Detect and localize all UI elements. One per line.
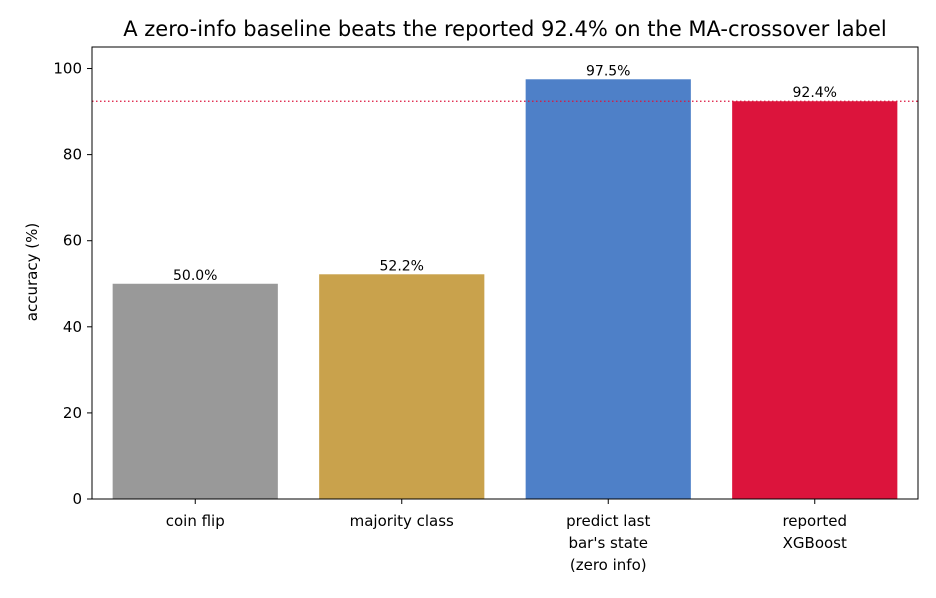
- bar: [112, 283, 278, 499]
- plot-area: 50.0% coin flip 52.2% majority class 97.5% pr…: [53, 46, 919, 574]
- x-tick-label: reported: [782, 512, 847, 530]
- chart-title: A zero-info baseline beats the reported …: [123, 17, 887, 41]
- data-label: 52.2%: [380, 258, 424, 274]
- data-label: 50.0%: [173, 268, 217, 284]
- x-tick-label: bar's state: [568, 534, 648, 552]
- data-label: 97.5%: [586, 63, 630, 79]
- bar: [732, 101, 898, 500]
- y-tick-label: 100: [53, 60, 82, 78]
- y-axis-label: accuracy (%): [23, 223, 41, 321]
- y-tick-label: 0: [72, 490, 82, 508]
- data-label: 92.4%: [793, 85, 837, 101]
- x-tick-label: coin flip: [166, 512, 225, 530]
- axes-frame: [91, 46, 919, 500]
- bar: [319, 274, 485, 499]
- bar: [525, 79, 691, 500]
- y-tick-label: 80: [63, 146, 82, 164]
- x-tick-label: (zero info): [570, 556, 647, 574]
- y-tick-label: 20: [63, 404, 82, 422]
- x-tick-label: XGBoost: [783, 534, 847, 552]
- x-tick-label: predict last: [566, 512, 650, 530]
- y-tick-label: 40: [63, 318, 82, 336]
- y-tick-label: 60: [63, 232, 82, 250]
- x-tick-label: majority class: [350, 512, 454, 530]
